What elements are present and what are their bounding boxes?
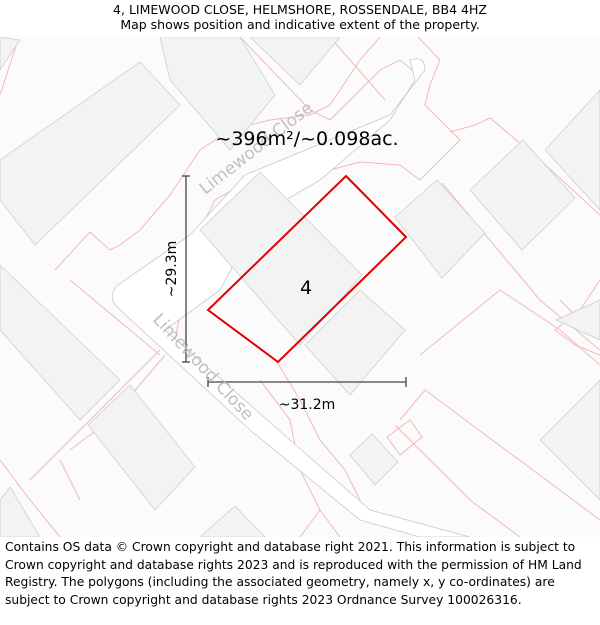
area-label: ~396m²/~0.098ac.: [215, 128, 398, 150]
map-header: 4, LIMEWOOD CLOSE, HELMSHORE, ROSSENDALE…: [0, 0, 600, 37]
plot-number-label: 4: [300, 277, 312, 299]
dimension-label-vertical: ~29.3m: [164, 241, 180, 298]
dimension-lines: [182, 175, 407, 387]
map-canvas: Limewood Close Limewood Close ~396m²/~0.…: [0, 37, 600, 537]
dimension-label-horizontal: ~31.2m: [279, 397, 336, 413]
property-address-title: 4, LIMEWOOD CLOSE, HELMSHORE, ROSSENDALE…: [113, 2, 487, 17]
property-boundary: [206, 174, 408, 364]
map-subtitle: Map shows position and indicative extent…: [120, 17, 480, 32]
copyright-attribution: Contains OS data © Crown copyright and d…: [5, 540, 582, 607]
street-label-limewood-close-south: Limewood Close: [148, 310, 257, 425]
property-map[interactable]: Limewood Close Limewood Close ~396m²/~0.…: [0, 37, 600, 537]
buildings: [0, 37, 600, 537]
